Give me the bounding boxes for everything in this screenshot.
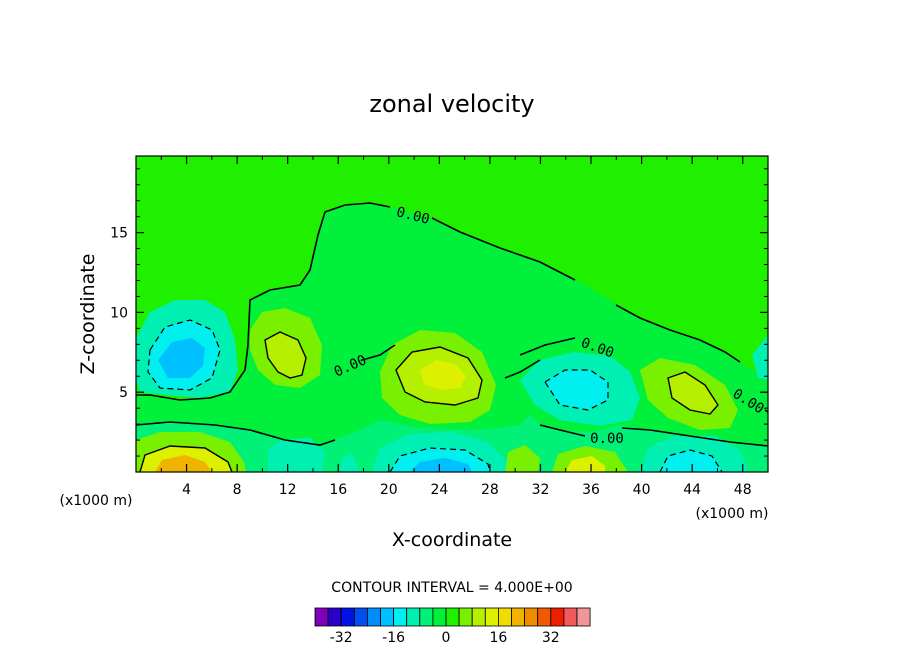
x-tick-label: 4 <box>182 482 191 498</box>
colorbar-swatch <box>406 607 421 627</box>
x-tick-label: 8 <box>233 482 242 498</box>
contour-neg-36 <box>544 369 609 411</box>
colorbar-swatch <box>537 607 552 627</box>
band-pos-30 <box>505 445 540 472</box>
contour-pos-12 <box>264 331 307 379</box>
x-tick-label: 16 <box>329 482 347 498</box>
colorbar-swatch <box>419 607 434 627</box>
colorbar-swatch <box>524 607 539 627</box>
band-pos-12-core <box>265 332 306 378</box>
colorbar: -32 -16 0 16 32 <box>314 607 591 646</box>
colorbar-swatch <box>366 607 381 627</box>
plot-frame <box>135 155 769 473</box>
x-tick-label: 44 <box>683 482 701 498</box>
colorbar-swatch <box>576 607 591 627</box>
band-pos-24-core <box>420 360 466 390</box>
colorbar-swatch <box>563 607 578 627</box>
band-neg-24-core <box>410 458 472 472</box>
band-neg-36-core <box>545 370 608 410</box>
x-tick-label: 28 <box>481 482 499 498</box>
x-tick-label: 24 <box>430 482 448 498</box>
contour-pos-bottom-left <box>139 445 233 472</box>
x-axis-label: X-coordinate <box>392 529 512 551</box>
contour-pos-24 <box>395 346 483 406</box>
contour-neg-ul <box>147 319 221 391</box>
x-unit-right: (x1000 m) <box>696 506 769 522</box>
colorbar-tick-label: 0 <box>442 630 451 646</box>
y-axis-label: Z-coordinate <box>77 254 99 375</box>
contour-neg-44-bottom <box>659 449 723 472</box>
y-tick-label: 15 <box>110 226 128 242</box>
band-neg-16-20 <box>268 438 325 472</box>
colorbar-swatch <box>458 607 473 627</box>
colorbar-tick-label: 16 <box>489 630 507 646</box>
colorbar-swatch <box>497 607 512 627</box>
colorbar-swatch <box>484 607 499 627</box>
x-tick-label: 40 <box>633 482 651 498</box>
band-neg-right-edge <box>752 335 768 380</box>
chart-title: zonal velocity <box>369 90 534 118</box>
colorbar-tick-label: 32 <box>542 630 560 646</box>
x-tick-label: 32 <box>532 482 550 498</box>
x-tick-label: 48 <box>734 482 752 498</box>
contour-zero-main <box>136 202 768 413</box>
colorbar-swatch <box>445 607 460 627</box>
contour-interval: CONTOUR INTERVAL = 4.000E+00 <box>331 580 572 596</box>
band-bottom-left-pos-core <box>155 455 212 472</box>
contour-neg-24-bottom <box>389 447 491 472</box>
plot-area: 0.00 0.00 0.00 0.00 0.00 <box>136 156 768 472</box>
colorbar-swatch <box>340 607 355 627</box>
colorbar-tick-label: -32 <box>330 630 353 646</box>
colorbar-swatch <box>432 607 447 627</box>
contour-label: 0.00 <box>590 431 624 447</box>
band-neg-44-bottom-core <box>660 450 722 472</box>
colorbar-tick-label: -16 <box>382 630 405 646</box>
x-tick-label: 36 <box>582 482 600 498</box>
x-tick-label: 12 <box>279 482 297 498</box>
colorbar-swatch <box>393 607 408 627</box>
colorbar-swatch <box>327 607 342 627</box>
contour-zero-lower <box>136 337 768 447</box>
band-neg-sliver-16 <box>340 454 360 472</box>
colorbar-swatch <box>380 607 395 627</box>
colorbar-swatch <box>471 607 486 627</box>
colorbar-swatch <box>353 607 368 627</box>
contour-pos-44 <box>667 371 719 415</box>
band-pos-36-bottom-core <box>565 456 605 472</box>
band-neg-upper-left-center <box>158 338 205 378</box>
colorbar-swatch <box>314 607 329 627</box>
colorbar-swatch <box>511 607 526 627</box>
y-tick-label: 10 <box>110 305 128 321</box>
x-unit-left: (x1000 m) <box>60 493 133 509</box>
y-tick-label: 5 <box>119 385 128 401</box>
x-tick-label: 20 <box>380 482 398 498</box>
contour-label: 0.00 <box>395 204 432 228</box>
colorbar-swatch <box>550 607 565 627</box>
